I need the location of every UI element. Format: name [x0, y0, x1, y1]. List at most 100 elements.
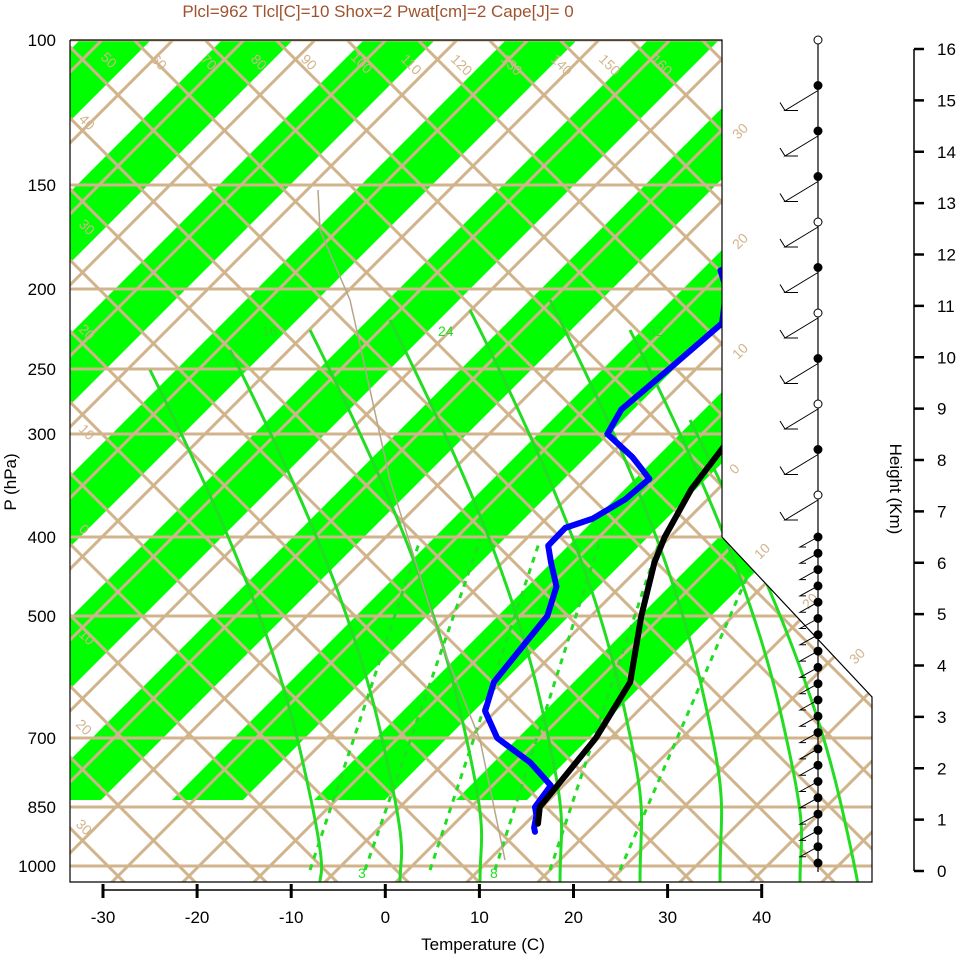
wind-level-marker	[813, 399, 823, 409]
wind-profile	[779, 35, 823, 872]
mixing-ratio-label: 3	[358, 865, 366, 881]
moist-adiabat	[308, 329, 484, 882]
chart-title: Plcl=962 Tlcl[C]=10 Shox=2 Pwat[cm]=2 Ca…	[182, 2, 573, 21]
wind-barb	[798, 634, 819, 646]
wind-level-marker	[813, 354, 823, 363]
y-axis-title: P (hPa)	[1, 453, 20, 510]
wind-level-marker	[813, 126, 823, 136]
height-tick-label: 9	[937, 400, 946, 419]
wind-level-marker	[813, 81, 823, 90]
mixing-ratio-line	[548, 539, 662, 871]
isotherm-line	[70, 40, 712, 882]
dry-adiabat	[70, 40, 428, 882]
isotherm-line	[163, 40, 872, 882]
wind-barb	[798, 846, 819, 858]
wind-barb	[798, 552, 819, 564]
height-tick-label: 11	[937, 297, 955, 316]
moist-adiabat	[148, 369, 324, 882]
theta-label: 10	[751, 540, 773, 562]
wind-barb-flag	[779, 102, 786, 111]
theta-label: 10	[729, 340, 751, 362]
moist-adiabat	[548, 299, 724, 882]
dry-adiabat	[518, 40, 872, 882]
isotherm-line	[589, 40, 872, 882]
wind-barb-flag	[779, 193, 786, 202]
dry-adiabat	[70, 40, 286, 882]
p-tick-label: 700	[28, 729, 56, 748]
theta-label: 20	[729, 230, 751, 252]
parcel-line	[317, 189, 506, 861]
wind-barb	[798, 601, 819, 613]
wind-barb	[783, 317, 819, 339]
wind-level-marker	[813, 217, 823, 227]
wind-barb-flag	[779, 466, 786, 475]
p-tick-label: 1000	[18, 857, 56, 876]
isotherm-line	[70, 40, 783, 882]
wind-barb	[783, 181, 819, 202]
isotherm-line	[70, 40, 499, 882]
height-tick-label: 15	[937, 91, 956, 110]
wind-barb	[798, 569, 819, 581]
theta-label: 30	[846, 645, 868, 667]
wind-barb	[798, 650, 819, 662]
dry-adiabat	[70, 40, 357, 882]
plot-frame	[69, 39, 873, 883]
height-tick-label: 12	[937, 246, 956, 265]
band	[70, 40, 872, 800]
height-tick-label: 13	[937, 194, 956, 213]
wind-level-marker	[813, 490, 823, 500]
moist-adiabat	[228, 349, 404, 882]
wind-barb-flag	[779, 511, 786, 521]
isotherm-line	[70, 40, 428, 882]
height-tick-label: 16	[937, 40, 956, 59]
wind-barb	[798, 683, 819, 695]
x-tick-label: 0	[381, 908, 390, 927]
dry-adiabat	[946, 0, 961, 900]
wind-barb	[798, 764, 819, 776]
wind-level-marker	[813, 308, 823, 318]
band	[172, 40, 872, 800]
wind-barb	[798, 536, 819, 548]
height-tick-label: 3	[937, 708, 946, 727]
wind-level-marker	[813, 263, 823, 272]
p-tick-label: 400	[28, 528, 56, 547]
isotherm-line	[518, 40, 872, 882]
wind-level-marker	[813, 35, 823, 45]
theta-label: 30	[729, 120, 751, 142]
isotherm-line	[70, 40, 854, 882]
x-tick-label: -20	[185, 908, 210, 927]
wind-barb	[798, 748, 819, 760]
y2-axis-title: Height (Km)	[886, 444, 905, 535]
x-tick-label: 40	[752, 908, 771, 927]
mixing-ratio-label: 8	[490, 865, 498, 881]
theta-label: 0	[726, 460, 743, 477]
wind-barb	[798, 732, 819, 744]
wind-barb	[783, 454, 819, 475]
mixing-ratio-label: 16	[262, 323, 278, 339]
mixing-ratio-label: 32	[648, 323, 664, 339]
p-tick-label: 850	[28, 798, 56, 817]
x-axis-title: Temperature (C)	[421, 935, 545, 954]
wind-barb-flag	[779, 284, 786, 293]
height-tick-label: 6	[937, 554, 946, 573]
wind-barb-flag	[779, 238, 786, 248]
isotherm-line	[946, 0, 961, 900]
x-tick-label: -10	[279, 908, 304, 927]
x-tick-label: 20	[564, 908, 583, 927]
height-tick-label: 14	[937, 143, 956, 162]
x-tick-label: 10	[470, 908, 489, 927]
height-tick-label: 10	[937, 348, 956, 367]
isotherm-line	[447, 40, 872, 882]
height-tick-label: 1	[937, 811, 946, 830]
height-tick-label: 5	[937, 605, 946, 624]
mixing-ratio-line	[308, 539, 422, 871]
wind-barb	[783, 272, 819, 293]
wind-barb	[798, 829, 819, 841]
height-tick-label: 2	[937, 759, 946, 778]
wind-level-marker	[813, 445, 823, 454]
wind-barb	[798, 813, 819, 825]
p-tick-label: 500	[28, 607, 56, 626]
wind-barb-flag	[779, 147, 786, 157]
